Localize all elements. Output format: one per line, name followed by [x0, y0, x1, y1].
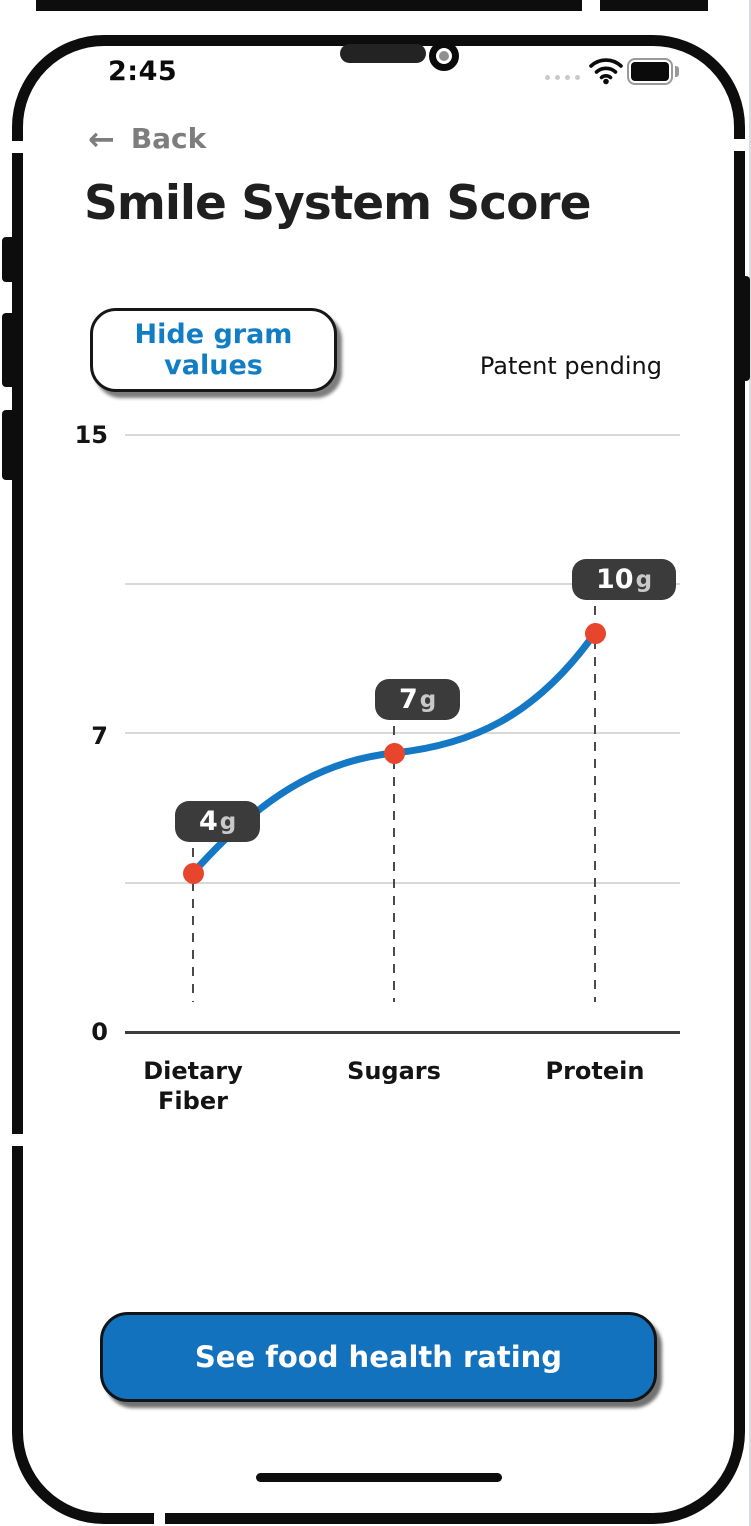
- battery-fill: [631, 62, 669, 81]
- mute-switch: [2, 237, 18, 282]
- data-point-dietary-fiber: [183, 863, 204, 884]
- back-button[interactable]: ← Back: [88, 122, 206, 155]
- back-arrow-icon: ←: [88, 119, 115, 158]
- data-point-sugars: [384, 743, 405, 764]
- image-right-edge-line: [749, 0, 751, 1526]
- gridline-15: [125, 434, 680, 436]
- y-tick-0: 0: [91, 1018, 108, 1046]
- patent-pending-note: Patent pending: [479, 352, 662, 380]
- cellular-signal-icon: [545, 75, 580, 80]
- gridline-upper-mid: [125, 583, 680, 585]
- frame-cut-bottom: [154, 1509, 165, 1526]
- outer-bezel-strip-left: [36, 0, 582, 11]
- x-label-sugars: Sugars: [347, 1057, 441, 1085]
- y-tick-15: 15: [74, 421, 108, 449]
- speaker-grille-icon: [340, 44, 426, 63]
- value-unit: g: [419, 686, 437, 713]
- phone-frame: [12, 35, 745, 1524]
- volume-down-button: [2, 410, 18, 480]
- camera-lens-dot: [439, 51, 449, 61]
- dropline-sugars: [393, 726, 395, 1002]
- frame-cut-left-bottom: [9, 1134, 26, 1146]
- value-badge-protein: 10 g: [572, 559, 677, 600]
- battery-nub: [675, 66, 679, 77]
- value-unit: g: [219, 808, 237, 835]
- cta-label: See food health rating: [194, 1340, 563, 1374]
- value-number: 10: [596, 564, 634, 595]
- dropline-protein: [594, 606, 596, 1002]
- data-point-protein: [585, 623, 606, 644]
- see-food-health-rating-button[interactable]: See food health rating: [100, 1312, 657, 1402]
- dropline-dietary-fiber: [192, 848, 194, 1002]
- value-number: 7: [399, 684, 418, 715]
- y-tick-7: 7: [91, 722, 108, 750]
- outer-bezel-strip-right: [600, 0, 708, 11]
- x-label-protein: Protein: [545, 1057, 645, 1085]
- battery-icon: [627, 58, 673, 85]
- value-unit: g: [635, 566, 653, 593]
- front-camera-icon: [429, 41, 459, 71]
- hide-gram-values-label: Hide gram values: [134, 318, 293, 381]
- power-button: [738, 276, 750, 381]
- x-axis-line: [125, 1031, 680, 1034]
- hide-gram-values-button[interactable]: Hide gram values: [90, 308, 337, 392]
- frame-cut-left-top: [9, 141, 26, 153]
- gridline-lower-mid: [125, 882, 680, 884]
- page-title: Smile System Score: [84, 176, 591, 231]
- x-label-dietary-fiber: Dietary Fiber: [143, 1057, 243, 1115]
- volume-up-button: [2, 313, 18, 387]
- home-indicator[interactable]: [256, 1473, 502, 1482]
- wifi-icon: [588, 57, 624, 89]
- status-time: 2:45: [108, 56, 178, 87]
- frame-cut-right-top: [730, 139, 748, 151]
- value-number: 4: [199, 806, 218, 837]
- back-label: Back: [130, 122, 207, 155]
- gridline-7: [125, 732, 680, 734]
